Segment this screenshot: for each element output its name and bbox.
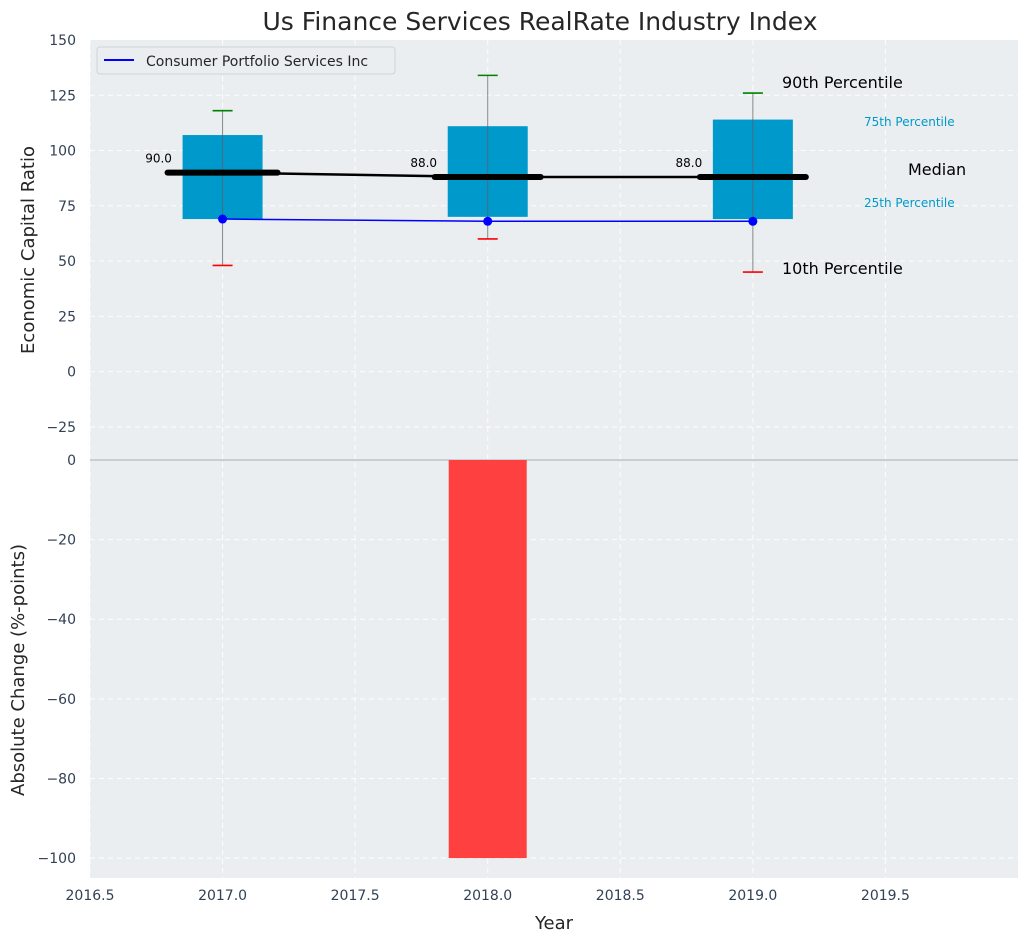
bottom-y-tick-label: −100: [38, 851, 76, 867]
top-y-axis-label: Economic Capital Ratio: [18, 146, 39, 354]
company-point: [218, 214, 228, 224]
top-y-tick-label: 0: [67, 365, 76, 381]
x-tick-label: 2017.5: [331, 888, 380, 904]
top-y-tick-label: 100: [49, 144, 76, 160]
x-axis-label: Year: [534, 913, 574, 934]
bottom-y-tick-label: −20: [46, 533, 76, 549]
top-y-tick-label: 75: [58, 199, 76, 215]
bottom-y-tick-label: −40: [46, 612, 76, 628]
chart-title: Us Finance Services RealRate Industry In…: [263, 7, 818, 36]
change-bar: [448, 460, 527, 859]
x-tick-label: 2016.5: [66, 888, 115, 904]
top-y-tick-label: 25: [58, 309, 76, 325]
x-tick-label: 2019.5: [861, 888, 910, 904]
annotation-90th: 90th Percentile: [782, 73, 903, 92]
bottom-y-tick-label: −60: [46, 692, 76, 708]
bottom-panel: [90, 460, 1018, 878]
company-point: [483, 216, 493, 226]
legend-box: [96, 46, 396, 75]
top-y-tick-label: 125: [49, 88, 76, 104]
legend: Consumer Portfolio Services Inc: [96, 46, 396, 75]
annotation-25th: 25th Percentile: [864, 196, 955, 210]
median-value-label: 88.0: [675, 156, 702, 170]
median-value-label: 88.0: [410, 156, 437, 170]
bottom-y-tick-label: 0: [67, 453, 76, 469]
median-value-label: 90.0: [145, 152, 172, 166]
percentile-annotations: 90th Percentile 75th Percentile Median 2…: [782, 73, 966, 278]
data-layer: 90.0 88.0 88.0: [145, 74, 809, 859]
top-y-tick-label: 50: [58, 254, 76, 270]
top-y-tick-label: −25: [46, 420, 76, 436]
x-tick-label: 2018.5: [596, 888, 645, 904]
annotation-median: Median: [908, 160, 966, 179]
company-point: [748, 216, 758, 226]
bottom-y-axis-label: Absolute Change (%-points): [8, 544, 29, 796]
x-tick-label: 2018.0: [463, 888, 512, 904]
legend-label: Consumer Portfolio Services Inc: [146, 54, 368, 70]
x-tick-label: 2019.0: [728, 888, 777, 904]
top-y-tick-label: 150: [49, 33, 76, 49]
top-panel: [90, 40, 1018, 460]
annotation-75th: 75th Percentile: [864, 115, 955, 129]
bottom-y-tick-label: −80: [46, 771, 76, 787]
x-tick-label: 2017.0: [198, 888, 247, 904]
annotation-10th: 10th Percentile: [782, 259, 903, 278]
tick-layer: 2016.5 2017.0 2017.5 2018.0 2018.5 2019.0 2019…: [38, 33, 910, 904]
